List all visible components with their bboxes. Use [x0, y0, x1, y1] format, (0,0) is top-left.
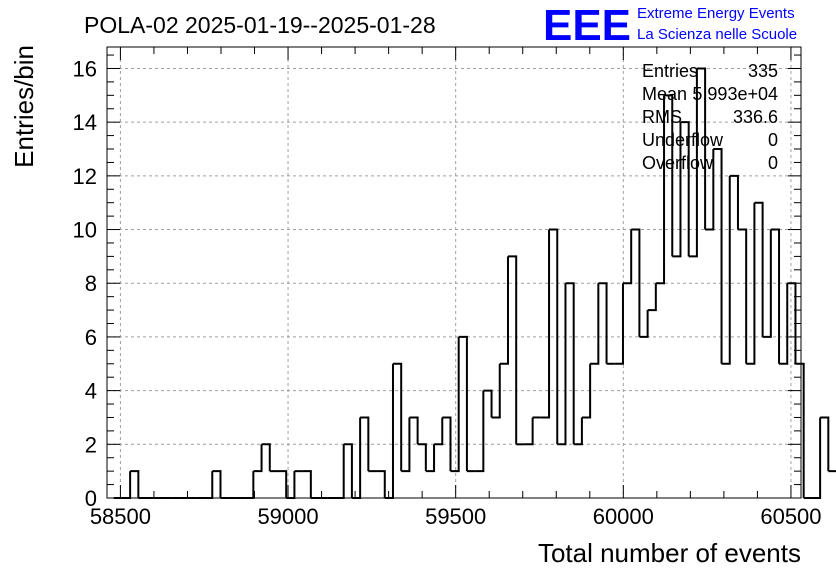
y-axis-label: Entries/bin: [9, 45, 39, 168]
y-tick-label: 8: [85, 271, 97, 296]
histogram-bin: [622, 229, 633, 285]
stats-box: Entries 335 Mean 5.993e+04 RMS 336.6 Underflow…: [642, 61, 778, 173]
chart-title: POLA-02 2025-01-19--2025-01-28: [84, 12, 436, 38]
histogram-bin: [392, 362, 403, 472]
y-tick-label: 10: [73, 218, 97, 243]
eee-logo: EEE Extreme Energy Events La Scienza nel…: [543, 1, 797, 50]
histogram-bin: [590, 283, 600, 365]
histogram-bin: [631, 228, 641, 337]
histogram-bin: [450, 336, 460, 473]
histogram-bin: [647, 283, 657, 312]
histogram-bin: [655, 95, 666, 285]
histogram-bin: [672, 122, 682, 258]
histogram-bin: [696, 67, 707, 230]
histogram-bin: [376, 470, 386, 498]
histogram-bin: [524, 417, 534, 446]
x-tick-label: 59000: [257, 504, 318, 529]
histogram-bin: [737, 228, 748, 364]
histogram-bin: [475, 390, 485, 473]
histogram-bin: [820, 416, 830, 472]
histogram-bin: [614, 283, 624, 365]
x-axis-label: Total number of events: [538, 538, 801, 568]
histogram-bin: [245, 471, 255, 499]
histogram-bin: [540, 229, 551, 419]
histogram-bin: [335, 444, 345, 499]
stats-value: 0: [768, 130, 778, 150]
histogram-bin: [754, 201, 764, 337]
histogram-bin: [351, 417, 362, 499]
x-tick-label: 60500: [760, 504, 821, 529]
histogram-bin: [639, 310, 649, 338]
histogram-bin: [442, 416, 452, 472]
histogram-bin: [705, 149, 715, 231]
histogram-bin: [811, 417, 822, 499]
histogram-bin: [130, 470, 140, 498]
stats-name: Mean: [642, 84, 687, 104]
histogram-bin: [425, 444, 436, 473]
axes: 58500 59000 59500 60000 60500 0 2 4 6 8 10 12 14 16: [73, 46, 822, 529]
stats-value: 336.6: [733, 107, 778, 127]
histogram-bin: [573, 417, 583, 446]
y-tick-label: 6: [85, 325, 97, 350]
y-tick-label: 4: [85, 379, 97, 404]
histogram-bin: [746, 202, 756, 365]
histogram-bin: [713, 148, 723, 364]
stats-name: RMS: [642, 107, 682, 127]
histogram-bin: [343, 443, 353, 498]
histogram-bin: [409, 416, 419, 445]
histogram-bin: [688, 68, 698, 258]
histogram-bin: [401, 417, 411, 473]
histogram-bin: [770, 228, 781, 364]
histogram-bin: [779, 283, 789, 365]
histogram-bin: [286, 471, 296, 499]
stats-name: Underflow: [642, 130, 724, 150]
histogram-bin: [384, 363, 394, 499]
y-tick-label: 2: [85, 432, 97, 457]
histogram-bin: [261, 443, 271, 472]
histogram-bin: [499, 256, 509, 365]
stats-value: 5.993e+04: [692, 84, 778, 104]
histogram-bin: [434, 417, 444, 446]
stats-name: Entries: [642, 61, 698, 81]
histogram-bin: [680, 121, 690, 257]
y-tick-label: 14: [73, 110, 97, 135]
histogram-bin: [762, 229, 772, 338]
y-tick-label: 0: [85, 486, 97, 511]
histogram-bin: [417, 443, 427, 472]
histogram-bin: [491, 363, 501, 419]
eee-logo-line2: La Scienza nelle Scuole: [637, 26, 797, 43]
histogram-bin: [565, 282, 575, 445]
histogram-bin: [549, 228, 559, 445]
histogram-bin: [581, 363, 592, 419]
y-tick-label: 16: [73, 56, 97, 81]
histogram-bin: [598, 282, 608, 364]
plot-frame: [106, 46, 802, 499]
histogram-bin: [729, 174, 739, 230]
histogram-bin: [121, 471, 132, 499]
eee-logo-mark: EEE: [543, 1, 631, 50]
histogram-bin: [360, 416, 370, 472]
stats-value: 0: [768, 153, 778, 173]
histogram-bin: [483, 389, 493, 418]
stats-value: 335: [748, 61, 778, 81]
histogram-bin: [664, 94, 674, 257]
x-tick-label: 58500: [90, 504, 151, 529]
histogram-bin: [721, 175, 731, 365]
histogram-bin: [458, 335, 468, 472]
x-tick-label: 59500: [425, 504, 486, 529]
histogram-bin: [253, 444, 263, 473]
x-tick-label: 60000: [593, 504, 654, 529]
histogram-bin: [277, 470, 288, 498]
stats-name: Overflow: [642, 153, 714, 173]
eee-logo-line1: Extreme Energy Events: [637, 5, 795, 22]
histogram-bin: [507, 255, 518, 445]
histogram-bin: [212, 470, 222, 498]
histogram-bin: [302, 470, 312, 498]
histogram-bin: [557, 283, 567, 446]
y-tick-label: 12: [73, 164, 97, 189]
histogram-bin: [204, 471, 214, 499]
